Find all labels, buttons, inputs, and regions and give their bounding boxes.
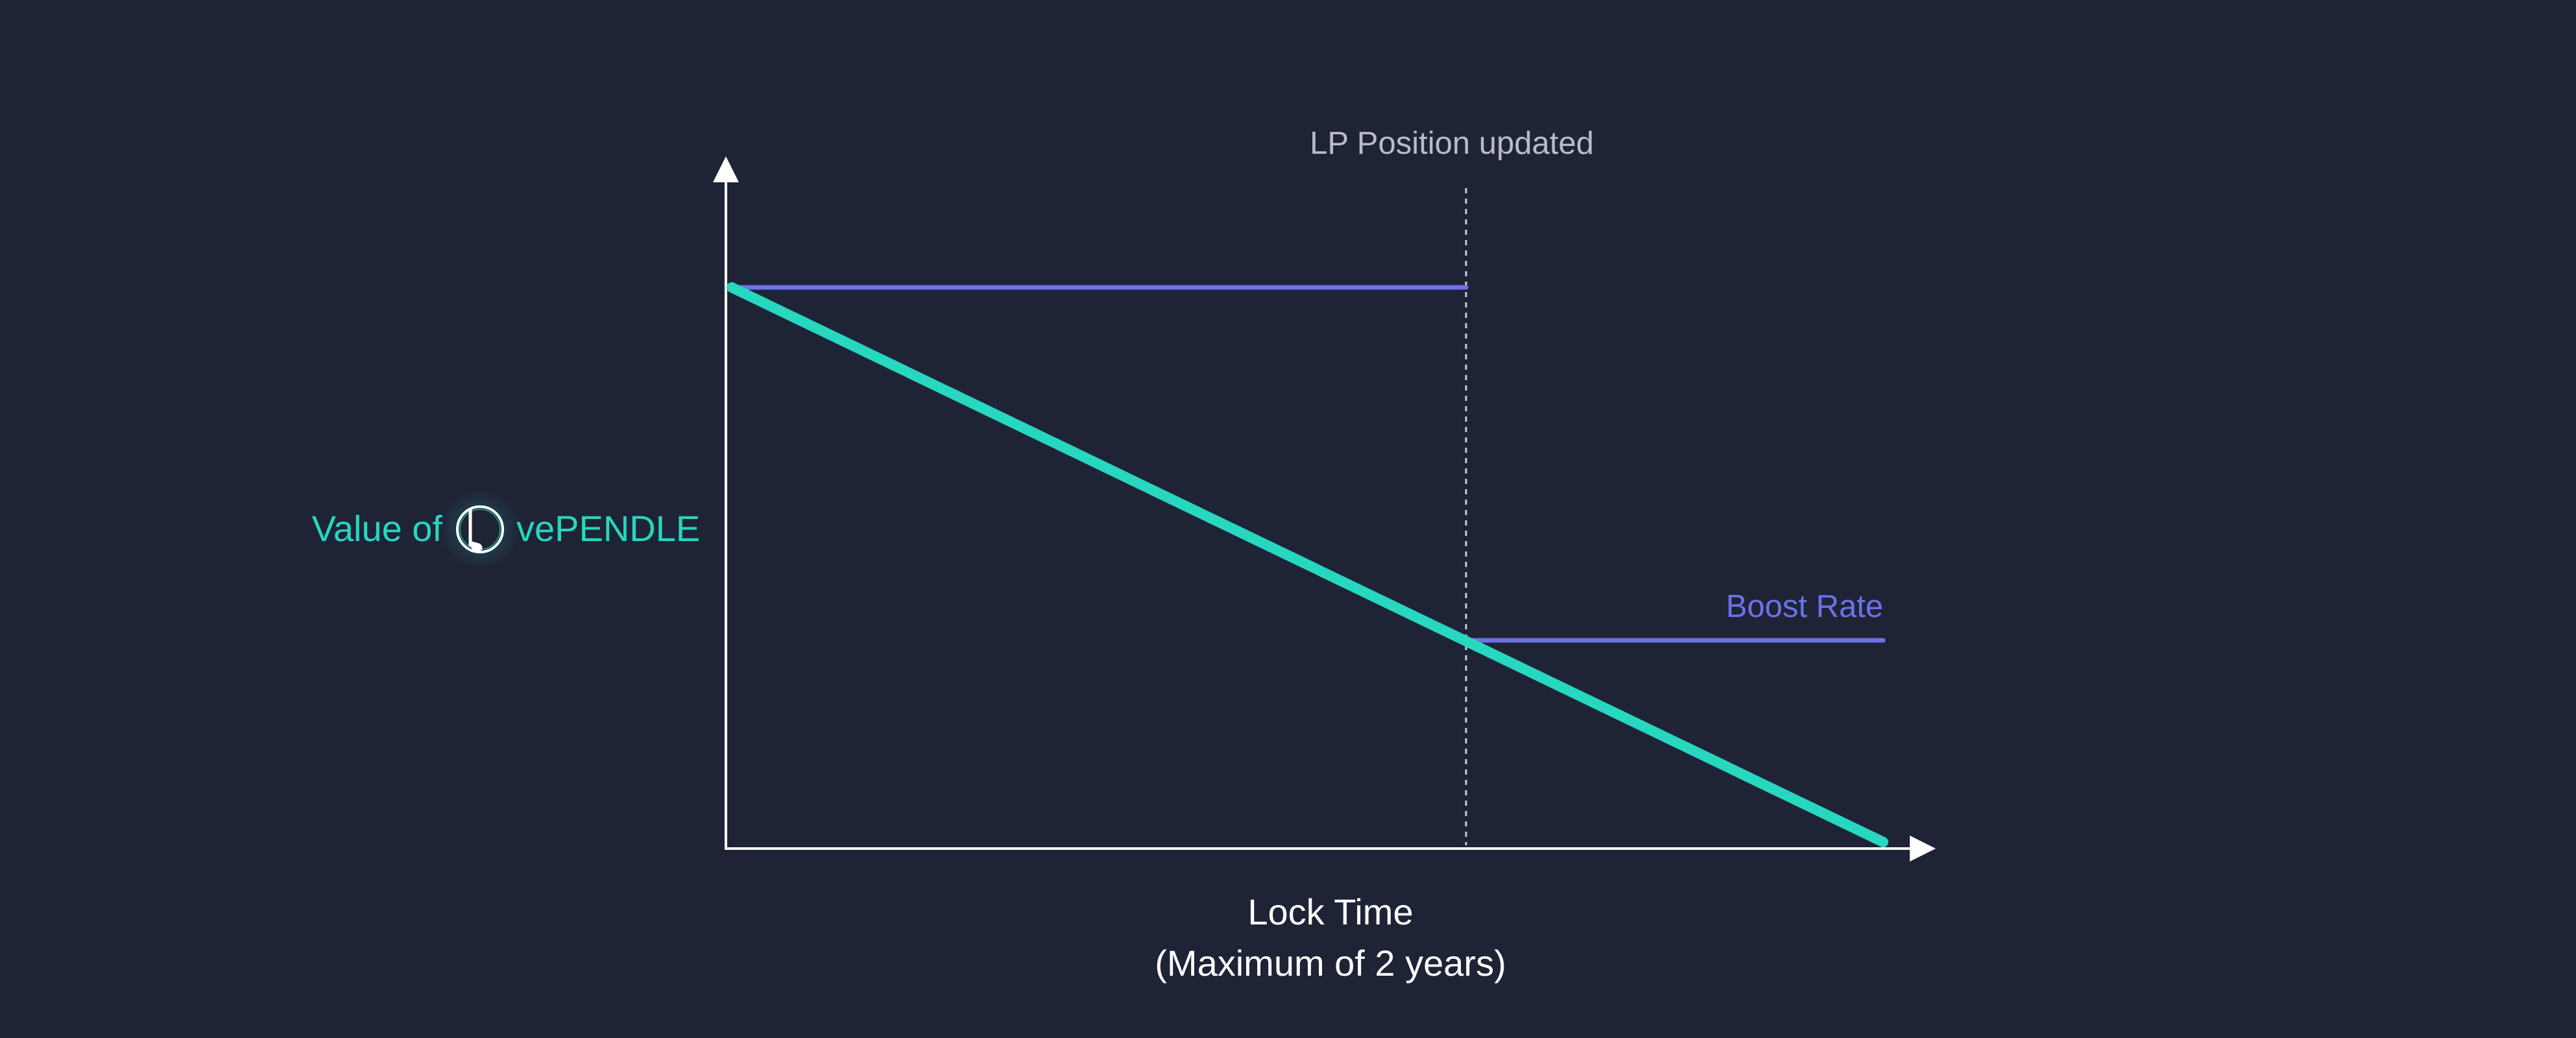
y-axis-label: Value of vePENDLE — [312, 489, 700, 570]
y-axis-label-suffix: vePENDLE — [516, 508, 700, 549]
boost-rate-label: Boost Rate — [1726, 589, 1883, 624]
y-axis-label-prefix: Value of — [312, 508, 443, 549]
pendle-logo-icon — [440, 489, 520, 570]
x-axis-title: Lock Time — [1247, 891, 1413, 932]
vependle-value-line — [727, 282, 1888, 847]
x-axis-subtitle: (Maximum of 2 years) — [1155, 943, 1506, 984]
marker-label: LP Position updated — [1310, 126, 1594, 161]
